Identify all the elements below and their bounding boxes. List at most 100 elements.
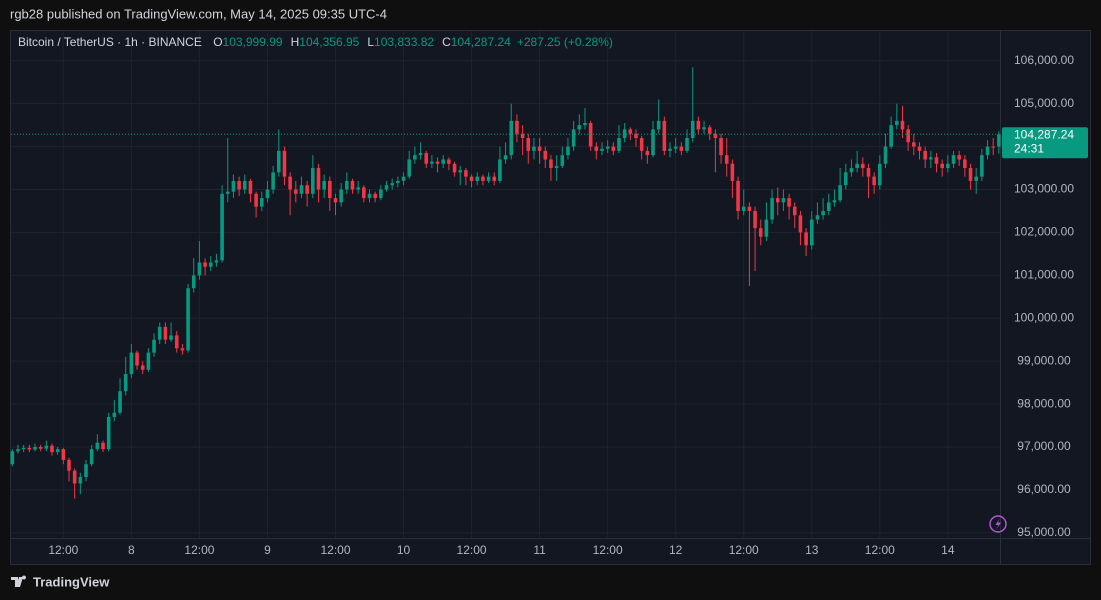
candle-body: [878, 163, 882, 186]
candle-body: [764, 219, 769, 237]
candle-body: [112, 412, 117, 417]
y-tick-label: 95,000.00: [1017, 525, 1071, 539]
candle-body: [152, 339, 156, 353]
candle-body: [594, 146, 599, 151]
candle-body: [798, 215, 803, 233]
candle-body: [10, 451, 15, 465]
candle-body: [775, 198, 780, 203]
ohlc-key: L: [367, 35, 374, 49]
candle-body: [157, 326, 162, 340]
chart-panel: [10, 30, 1091, 565]
candle-body: [413, 155, 417, 160]
candle-body: [95, 442, 100, 450]
candle-body: [656, 120, 661, 130]
candle-body: [696, 120, 701, 130]
y-tick-label: 106,000.00: [1014, 53, 1074, 67]
candle-body: [44, 445, 49, 449]
candle-body: [84, 464, 88, 478]
candle-body: [855, 163, 859, 169]
candle-body: [299, 185, 304, 194]
candle-body: [639, 138, 644, 151]
candle-body: [826, 202, 831, 211]
candle-body: [55, 449, 60, 453]
candle-body: [220, 193, 224, 261]
candle-body: [435, 161, 440, 164]
candle-body: [140, 365, 145, 370]
candle-body: [707, 127, 712, 134]
symbol: Bitcoin / TetherUS · 1h · BINANCE: [18, 35, 202, 49]
y-tick-label: 103,000.00: [1014, 182, 1074, 196]
candle-body: [900, 120, 905, 130]
candle-body: [203, 262, 207, 267]
candle-body: [452, 163, 457, 173]
candle-body: [89, 449, 94, 465]
y-tick-label: 102,000.00: [1014, 225, 1074, 239]
candle-body: [424, 153, 429, 164]
candle-body: [316, 168, 321, 190]
candle-body: [214, 260, 219, 263]
ohlc-value: 103,833.82: [374, 35, 434, 49]
candle-body: [809, 219, 814, 246]
candle-body: [72, 470, 77, 484]
ohlc-key: C: [442, 35, 451, 49]
candle-body: [191, 275, 196, 289]
x-tick-label: 12: [669, 543, 683, 557]
candle-body: [957, 155, 961, 160]
candle-body: [611, 146, 616, 151]
candle-body: [651, 129, 655, 156]
candle-body: [843, 172, 848, 186]
candle-body: [758, 228, 763, 237]
candle-body: [50, 445, 54, 453]
candle-body: [384, 185, 389, 190]
candle-body: [889, 125, 893, 147]
candle-body: [242, 180, 247, 190]
candle-body: [895, 120, 899, 126]
y-tick-label: 101,000.00: [1014, 268, 1074, 282]
alert-icon: [989, 515, 1007, 533]
candle-body: [197, 262, 202, 276]
candle-body: [38, 447, 43, 449]
candle-body: [577, 125, 582, 130]
grid: [11, 31, 1000, 538]
candle-body: [634, 133, 638, 139]
candle-body: [985, 146, 990, 156]
candle-body: [719, 138, 723, 156]
candle-body: [174, 335, 179, 349]
publisher-line: rgb28 published on TradingView.com, May …: [10, 6, 387, 21]
candle-body: [396, 180, 400, 184]
candle-body: [679, 146, 684, 151]
candle-body: [271, 172, 275, 190]
candle-body: [469, 176, 474, 181]
candle-body: [673, 146, 678, 149]
candle-body: [509, 120, 514, 156]
candle-body: [367, 193, 372, 199]
y-tick-label: 99,000.00: [1017, 353, 1071, 367]
candle-body: [390, 183, 394, 186]
candle-body: [753, 210, 757, 229]
candle-body: [747, 206, 752, 211]
candle-body: [123, 374, 128, 392]
candle-body: [566, 146, 570, 156]
candle-body: [492, 176, 497, 181]
candle-body: [917, 146, 922, 151]
candle-body: [781, 198, 786, 203]
candle-body: [486, 176, 491, 181]
candle-body: [180, 348, 185, 351]
candle-body: [622, 129, 627, 139]
candle-body: [929, 157, 933, 160]
x-tick-label: 8: [128, 543, 135, 557]
candle-body: [645, 150, 650, 156]
candle-body: [883, 146, 888, 164]
candle-body: [605, 146, 610, 149]
candle-body: [543, 150, 548, 160]
candle-body: [600, 148, 604, 151]
candle-body: [237, 180, 241, 190]
candle-body: [169, 335, 173, 340]
candle-body: [498, 159, 502, 181]
candle-body: [549, 159, 553, 169]
candle-body: [560, 155, 565, 166]
change: +287.25 (+0.28%): [517, 35, 613, 49]
candle-body: [231, 180, 236, 192]
candle-body: [526, 138, 531, 151]
candle-body: [276, 150, 281, 173]
